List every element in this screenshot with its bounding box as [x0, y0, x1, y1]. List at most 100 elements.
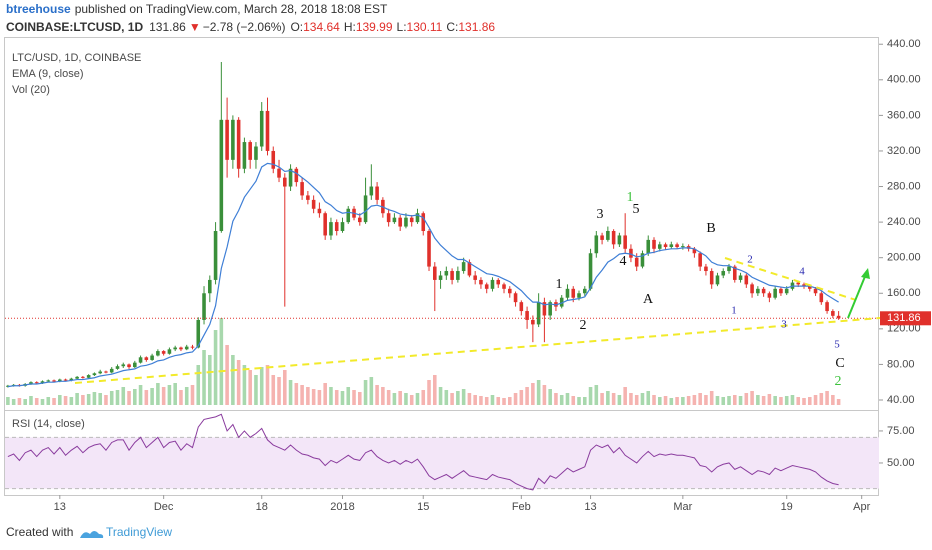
- candle-body: [704, 266, 708, 272]
- y-tick-label: 240.00: [887, 216, 921, 228]
- volume-bar: [652, 395, 656, 405]
- trend-line: [74, 317, 881, 384]
- candle-body: [588, 253, 593, 289]
- candle-body: [767, 293, 772, 298]
- volume-bar: [721, 397, 726, 405]
- candle-body: [646, 239, 651, 254]
- candle-body: [29, 382, 33, 384]
- legend-title: LTC/USD, 1D, COINBASE: [12, 52, 141, 64]
- annotation: A: [643, 292, 654, 307]
- volume-bar: [283, 370, 287, 405]
- candle-body: [190, 346, 195, 348]
- volume-bar: [715, 396, 720, 405]
- volume-bar: [300, 385, 304, 405]
- ohlc-value: 134.64: [303, 20, 340, 34]
- candle-body: [761, 288, 766, 294]
- volume-bar: [473, 395, 477, 405]
- volume-bar: [467, 393, 472, 405]
- candle-body: [219, 119, 224, 232]
- volume-bar: [536, 380, 541, 405]
- candle-body: [825, 302, 829, 312]
- volume-bar: [23, 399, 27, 405]
- volume-bar: [588, 387, 593, 405]
- candle-body: [681, 246, 685, 248]
- volume-bar: [40, 399, 45, 405]
- volume-bar: [461, 389, 466, 405]
- volume-bar: [623, 387, 627, 405]
- candle-body: [92, 373, 97, 376]
- annotation: 2: [580, 318, 587, 333]
- annotation: C: [835, 356, 844, 371]
- candle-body: [288, 168, 293, 187]
- candle-body: [796, 282, 801, 285]
- annotation: 5: [834, 339, 840, 351]
- candle-body: [196, 319, 201, 348]
- candle-body: [98, 371, 102, 374]
- volume-bar: [825, 391, 829, 405]
- candle-body: [363, 195, 368, 223]
- candle-body: [329, 222, 333, 236]
- annotation: 1: [627, 190, 634, 205]
- ohlc-label: H:: [344, 20, 356, 34]
- volume-bar: [709, 391, 714, 405]
- volume-bar: [392, 393, 397, 405]
- volume-bar: [288, 380, 293, 405]
- volume-bar: [779, 397, 783, 405]
- volume-bar: [479, 396, 483, 405]
- candle-body: [565, 288, 570, 298]
- author: btreehouse: [6, 2, 71, 16]
- candle-body: [606, 231, 610, 240]
- y-tick-label: 360.00: [887, 109, 921, 121]
- volume-bar: [548, 389, 552, 405]
- volume-bar: [398, 391, 402, 405]
- y-tick-label: 400.00: [887, 74, 921, 86]
- volume-bar: [208, 355, 212, 405]
- candle-body: [40, 381, 45, 384]
- volume-bar: [409, 395, 414, 405]
- volume-bar: [352, 390, 356, 405]
- volume-bar: [167, 385, 172, 405]
- candle-body: [144, 357, 149, 360]
- candle-body: [433, 266, 437, 280]
- candle-body: [150, 355, 154, 360]
- volume-bar: [577, 397, 581, 405]
- volume-bar: [675, 397, 679, 405]
- volume-bar: [133, 389, 137, 405]
- candle-body: [340, 222, 345, 232]
- candle-body: [542, 302, 547, 316]
- volume-bar: [69, 397, 74, 405]
- annotation: B: [706, 221, 715, 236]
- rsi-line: [7, 413, 839, 491]
- legend-rsi: RSI (14, close): [12, 418, 85, 430]
- candle-body: [109, 368, 114, 373]
- candle-body: [208, 279, 212, 294]
- volume-bar: [317, 390, 322, 405]
- volume-bar: [369, 377, 374, 405]
- volume-bar: [756, 395, 760, 405]
- candle-body: [259, 110, 264, 147]
- volume-bar: [796, 397, 801, 405]
- volume-bar: [669, 398, 674, 405]
- candle-body: [277, 168, 281, 178]
- volume-bar: [323, 383, 327, 405]
- candle-body: [133, 362, 137, 368]
- candle-body: [807, 286, 812, 289]
- x-tick-label: 15: [417, 501, 429, 513]
- volume-bar: [184, 387, 189, 405]
- volume-bar: [507, 397, 512, 405]
- volume-bar: [92, 392, 97, 405]
- volume-bar: [196, 365, 201, 405]
- candle-body: [242, 142, 247, 169]
- candle-body: [657, 244, 662, 249]
- volume-bar: [773, 396, 777, 405]
- volume-bar: [438, 387, 443, 405]
- candle-body: [727, 266, 731, 272]
- volume-bar: [311, 389, 316, 405]
- volume-bar: [836, 399, 841, 405]
- volume-bar: [150, 388, 154, 405]
- candle-body: [502, 284, 506, 289]
- volume-bar: [698, 393, 702, 405]
- annotation: 5: [633, 202, 640, 217]
- candle-body: [104, 371, 108, 373]
- volume-bar: [190, 385, 195, 405]
